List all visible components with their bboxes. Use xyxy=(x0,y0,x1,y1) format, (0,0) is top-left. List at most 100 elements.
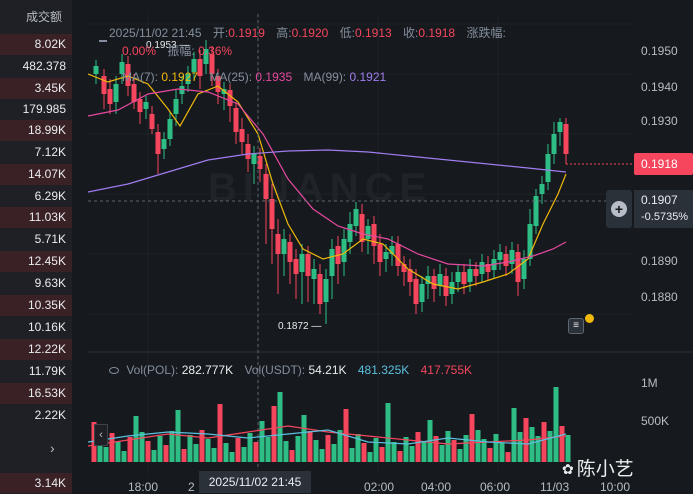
collapse-icon[interactable] xyxy=(99,40,107,42)
volume-bar xyxy=(337,430,343,462)
open-value: 0.1919 xyxy=(228,26,265,40)
price-tick: 0.1950 xyxy=(641,44,678,58)
volume-bar xyxy=(313,440,319,462)
note-icon[interactable]: ≡ xyxy=(568,318,584,334)
chevron-right-icon[interactable]: › xyxy=(50,440,55,456)
volume-bar xyxy=(505,452,511,462)
crosshair-price: 0.1907 xyxy=(641,193,678,207)
volume-bar xyxy=(469,414,475,462)
candle xyxy=(305,254,311,276)
volume-bar xyxy=(319,449,325,462)
volume-bar xyxy=(301,415,307,462)
candle-time: 2025/11/02 21:45 xyxy=(109,26,202,40)
volume-row: 6.29K xyxy=(34,189,66,203)
candle xyxy=(245,144,251,159)
volume-bar xyxy=(463,435,469,462)
volume-bar xyxy=(241,447,247,462)
candle xyxy=(101,76,107,94)
time-tick: 10:00 xyxy=(600,480,631,494)
volume-bar xyxy=(541,422,547,462)
candle xyxy=(317,274,323,304)
vol-ma1-value: 481.325K xyxy=(357,363,410,377)
volume-bar xyxy=(565,435,571,462)
volume-row: 10.35K xyxy=(0,295,72,316)
kline-chart[interactable]: BINANCE 0.1953 — 0.1872 — 2025/11/02 21:4… xyxy=(88,14,693,494)
vol-usdt-label: Vol(USDT): xyxy=(244,363,306,377)
volume-bar xyxy=(559,426,565,462)
eye-icon[interactable] xyxy=(109,367,119,375)
candle xyxy=(425,276,431,284)
candle xyxy=(479,262,485,274)
volume-row: 482.378 xyxy=(22,59,66,73)
candle xyxy=(509,250,515,264)
candle xyxy=(215,76,221,92)
volume-bar xyxy=(325,435,331,462)
volume-bar xyxy=(517,432,523,462)
candle xyxy=(467,269,473,282)
high-label: 高: xyxy=(276,26,292,40)
chevron-left-icon[interactable]: ‹ xyxy=(94,424,108,446)
vol-ma-line xyxy=(88,429,567,445)
candle xyxy=(149,114,155,129)
volume-bar xyxy=(457,449,463,462)
candle xyxy=(533,196,539,226)
ma-legend: MA(7): 0.1927 MA(25): 0.1935 MA(99): 0.1… xyxy=(122,70,386,84)
price-tick: 0.1890 xyxy=(641,254,678,268)
candle xyxy=(545,154,551,182)
volume-bar xyxy=(181,449,187,462)
volume-bar xyxy=(391,442,397,462)
volume-bar xyxy=(421,441,427,462)
volume-bar xyxy=(163,445,169,462)
ma25-label: MA(25): xyxy=(209,70,253,84)
candle xyxy=(161,139,167,149)
volume-bar xyxy=(109,433,115,462)
volume-bar xyxy=(511,408,517,462)
ma99-label: MA(99): xyxy=(303,70,347,84)
candle xyxy=(557,122,563,132)
ma25-line xyxy=(88,88,567,267)
volume-row: 9.63K xyxy=(34,276,66,290)
volume-bar xyxy=(451,440,457,462)
volume-bar xyxy=(307,431,313,462)
chart-canvas[interactable]: 0.1953 — 0.1872 — xyxy=(88,14,693,494)
volume-row: 5.71K xyxy=(34,232,66,246)
plus-icon: + xyxy=(611,201,627,217)
candle xyxy=(293,259,299,274)
amplitude-label: 振幅: xyxy=(167,44,195,58)
candle xyxy=(167,119,173,139)
volume-row: 16.53K xyxy=(0,383,72,404)
candle xyxy=(137,99,143,112)
volume-bar xyxy=(139,432,145,462)
time-tick: 02:00 xyxy=(364,480,395,494)
volume-bar xyxy=(253,442,259,462)
vol-ma2-value: 417.755K xyxy=(420,363,472,377)
candle xyxy=(263,174,269,199)
volume-bar xyxy=(487,448,493,462)
crosshair-price-tag: 0.1907 -0.5735% xyxy=(634,190,693,228)
volume-bar xyxy=(331,444,337,462)
volume-bar xyxy=(235,438,241,462)
volume-bar xyxy=(481,439,487,462)
notification-dot xyxy=(585,314,594,323)
ma99-value: 0.1921 xyxy=(349,70,387,84)
candle xyxy=(125,64,131,86)
volume-bar xyxy=(547,431,553,462)
close-value: 0.1918 xyxy=(418,26,456,40)
amplitude-value: 0.36% xyxy=(198,44,233,58)
candle xyxy=(437,274,443,286)
candle xyxy=(197,59,203,76)
candle xyxy=(389,246,395,254)
candle xyxy=(131,84,137,102)
volume-bar xyxy=(415,432,421,462)
vol-pol-value: 282.777K xyxy=(181,363,234,377)
volume-bar xyxy=(433,436,439,462)
ma99-line xyxy=(88,149,567,193)
volume-bar xyxy=(265,437,271,462)
volume-bar xyxy=(175,410,181,462)
volume-bar xyxy=(169,431,175,462)
volume-bar xyxy=(97,438,103,462)
candle xyxy=(233,108,239,132)
add-order-button[interactable]: + xyxy=(606,190,632,228)
candle xyxy=(407,269,413,282)
volume-bar xyxy=(103,447,109,462)
